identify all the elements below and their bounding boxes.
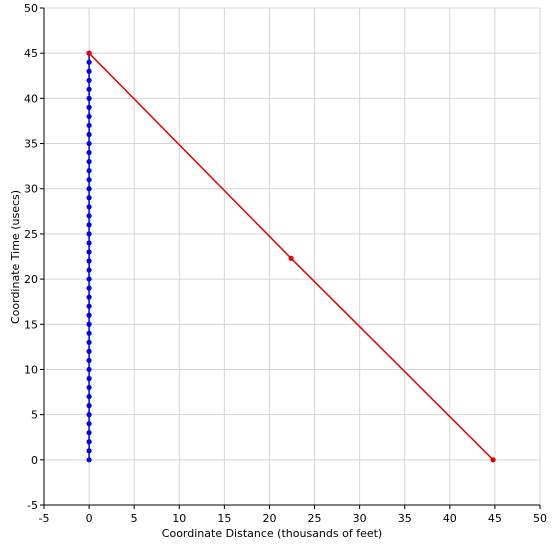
y-tick-label: 50 xyxy=(24,2,38,15)
x-tick-label: 20 xyxy=(262,512,276,525)
data-point xyxy=(86,177,92,183)
x-tick-label: 50 xyxy=(533,512,547,525)
data-point xyxy=(86,86,92,92)
data-point xyxy=(86,348,92,354)
data-point xyxy=(86,393,92,400)
data-point xyxy=(86,231,92,237)
y-tick-label: 10 xyxy=(24,363,38,376)
y-tick-label: -5 xyxy=(27,499,38,512)
data-point xyxy=(86,168,92,174)
data-point xyxy=(86,122,92,129)
y-tick-label: 0 xyxy=(31,454,38,467)
data-point xyxy=(86,357,92,364)
data-point xyxy=(86,384,92,391)
data-point xyxy=(288,255,294,261)
data-point xyxy=(86,95,92,101)
data-point xyxy=(86,448,92,454)
data-point xyxy=(86,195,92,201)
data-point xyxy=(86,421,92,427)
data-point xyxy=(86,303,92,309)
data-point xyxy=(86,104,92,110)
data-point xyxy=(490,457,496,463)
data-point xyxy=(86,131,92,138)
x-tick-label: 30 xyxy=(353,512,367,525)
data-point xyxy=(86,258,92,264)
x-tick-label: 40 xyxy=(443,512,457,525)
data-point xyxy=(86,339,92,345)
x-tick-label: 0 xyxy=(86,512,93,525)
data-point xyxy=(86,249,92,255)
data-point xyxy=(86,140,92,147)
data-point xyxy=(86,276,92,282)
data-point xyxy=(86,321,92,327)
data-point xyxy=(86,457,92,463)
x-tick-label: 5 xyxy=(131,512,138,525)
y-tick-label: 45 xyxy=(24,47,38,60)
data-point xyxy=(86,113,92,120)
y-axis-label: Coordinate Time (usecs) xyxy=(9,190,22,324)
data-point xyxy=(86,204,92,210)
axes: -5 0 5 10 15 20 25 30 35 40 45 50 -5 0 5 10 15 20 25 30 35 40… xyxy=(24,2,547,525)
series-1 xyxy=(86,50,496,463)
y-tick-label: 40 xyxy=(24,92,38,105)
series-0 xyxy=(86,50,92,463)
data-point xyxy=(86,375,92,382)
x-tick-label: 25 xyxy=(308,512,322,525)
data-point xyxy=(86,330,92,336)
x-tick-label: 45 xyxy=(488,512,502,525)
x-axis-label: Coordinate Distance (thousands of feet) xyxy=(162,527,382,540)
x-tick-label: -5 xyxy=(39,512,50,525)
data-point xyxy=(86,213,92,219)
x-tick-label: 10 xyxy=(172,512,186,525)
data-point xyxy=(86,77,92,83)
y-tick-label: 15 xyxy=(24,318,38,331)
data-point xyxy=(86,68,92,74)
data-point xyxy=(86,222,92,228)
series-layer xyxy=(86,50,496,463)
data-point xyxy=(86,439,92,445)
data-point xyxy=(86,50,92,56)
data-point xyxy=(86,159,92,165)
y-tick-label: 20 xyxy=(24,273,38,286)
x-tick-label: 35 xyxy=(398,512,412,525)
data-point xyxy=(86,312,92,318)
data-point xyxy=(86,267,92,273)
data-point xyxy=(86,285,92,291)
data-point xyxy=(86,59,92,65)
data-point xyxy=(86,186,92,192)
data-point xyxy=(86,240,92,246)
y-tick-label: 30 xyxy=(24,183,38,196)
data-point xyxy=(86,366,92,373)
data-point xyxy=(86,412,92,418)
y-tick-label: 25 xyxy=(24,228,38,241)
y-tick-label: 5 xyxy=(31,409,38,422)
data-point xyxy=(86,430,92,436)
data-point xyxy=(86,403,92,409)
data-point xyxy=(86,294,92,300)
x-tick-label: 15 xyxy=(217,512,231,525)
data-point xyxy=(86,149,92,156)
y-tick-label: 35 xyxy=(24,138,38,151)
